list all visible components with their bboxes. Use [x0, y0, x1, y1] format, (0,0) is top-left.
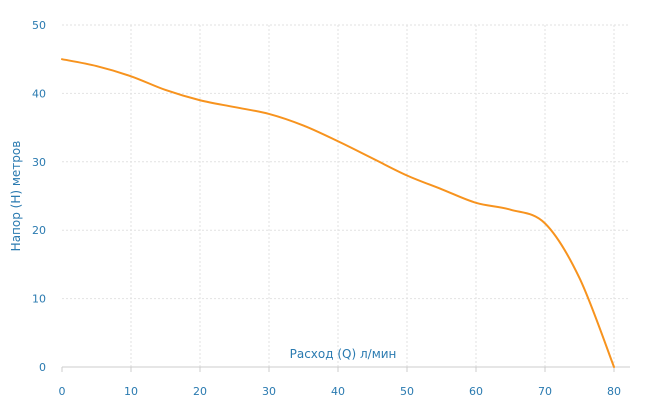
y-tick-label: 0: [39, 361, 46, 374]
x-tick-label: 10: [124, 385, 138, 398]
labels: Расход (Q) л/мин Напор (H) метров 0 10 20 3…: [9, 19, 621, 398]
x-tick-label: 0: [59, 385, 66, 398]
y-tick-label: 50: [32, 19, 46, 32]
y-tick-label: 30: [32, 156, 46, 169]
x-tick-label: 20: [193, 385, 207, 398]
y-tick-label: 20: [32, 224, 46, 237]
x-tick-label: 50: [400, 385, 414, 398]
x-tick-label: 80: [607, 385, 621, 398]
x-axis-title: Расход (Q) л/мин: [290, 347, 397, 361]
series: [61, 58, 615, 368]
x-tick-label: 70: [538, 385, 552, 398]
x-tick-label: 30: [262, 385, 276, 398]
x-tick-label: 60: [469, 385, 483, 398]
y-tick-label: 10: [32, 293, 46, 306]
y-tick-label: 40: [32, 87, 46, 100]
y-axis-title: Напор (H) метров: [9, 141, 23, 252]
series-line: [61, 58, 615, 368]
axes: [61, 366, 630, 372]
grid: [62, 24, 630, 367]
x-tick-label: 40: [331, 385, 345, 398]
